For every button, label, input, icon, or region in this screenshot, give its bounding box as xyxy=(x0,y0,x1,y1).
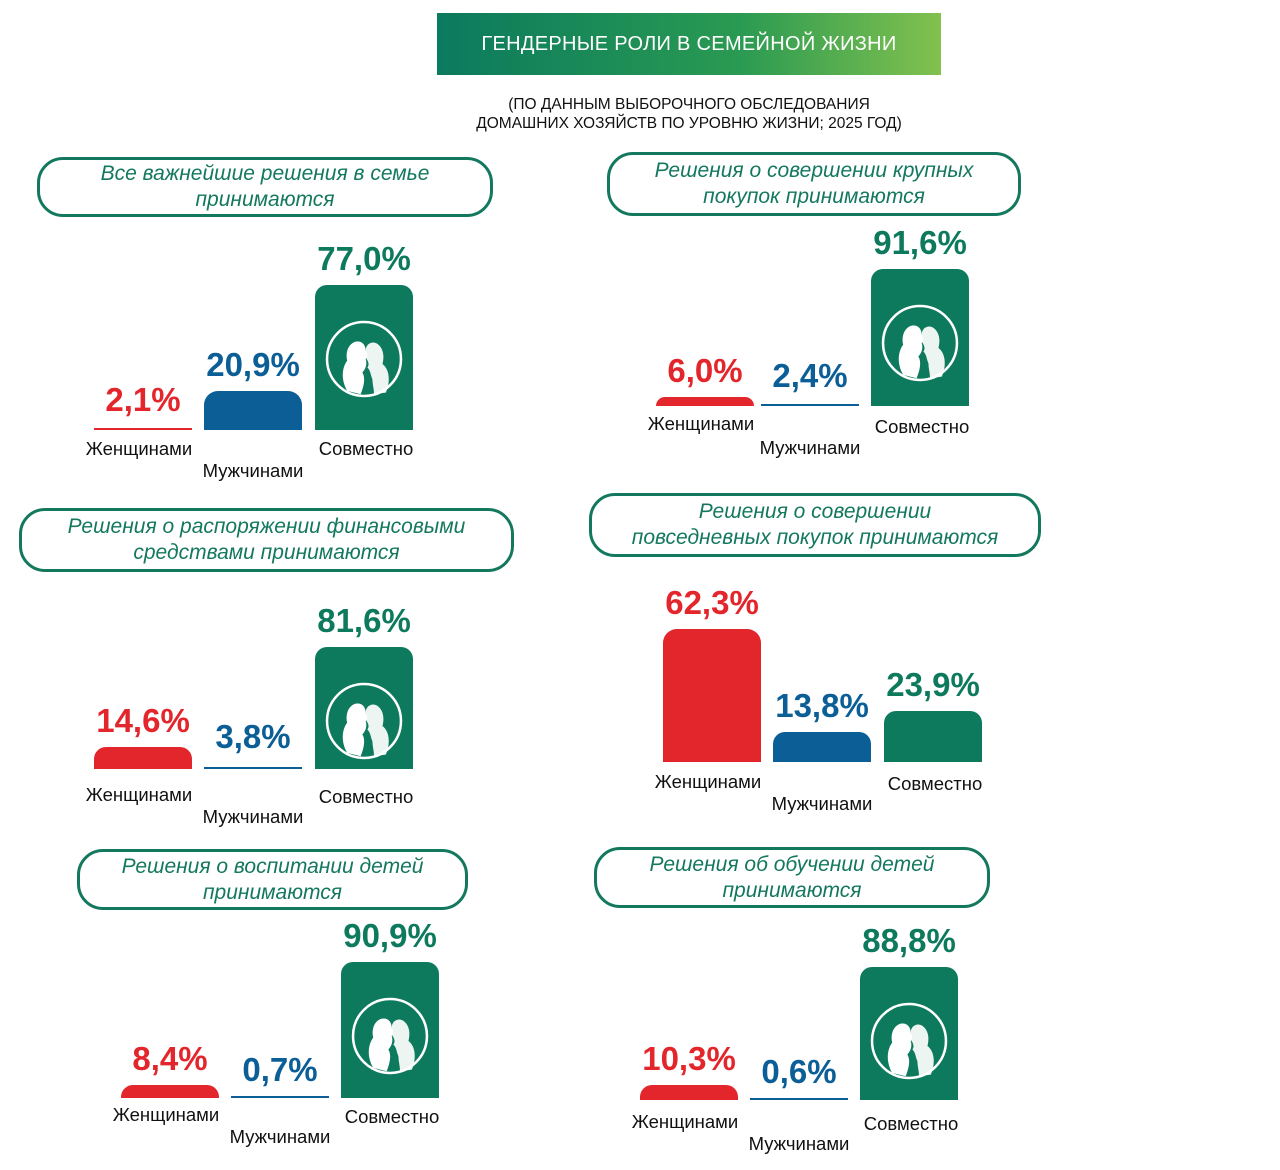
category-label-women: Женщинами xyxy=(112,1104,220,1125)
bar-men xyxy=(231,1096,329,1098)
value-label-joint: 90,9% xyxy=(343,916,437,954)
value-label-women: 62,3% xyxy=(665,583,759,621)
page-title: ГЕНДЕРНЫЕ РОЛИ В СЕМЕЙНОЙ ЖИЗНИ xyxy=(481,32,897,55)
chart-title-line-2: принимаются xyxy=(203,880,342,904)
bar-men xyxy=(761,404,859,406)
chart-title-line-2: средствами принимаются xyxy=(133,541,400,564)
chart-title-line-1: Решения о совершении xyxy=(698,500,932,523)
value-label-men: 20,9% xyxy=(206,345,300,383)
chart-title-pill: Решения о совершении повседневных покупок… xyxy=(589,493,1041,557)
bar-women xyxy=(656,397,754,406)
value-label-joint: 88,8% xyxy=(862,921,956,959)
value-label-women: 8,4% xyxy=(132,1040,208,1078)
value-label-women: 2,1% xyxy=(105,381,181,419)
category-label-men: Мужчинами xyxy=(229,1126,331,1147)
chart-title-line-2: покупок принимаются xyxy=(703,185,925,208)
chart-title-line-2: принимаются xyxy=(195,188,335,211)
chart-title-line-1: Решения о воспитании детей xyxy=(121,854,424,878)
value-label-men: 0,7% xyxy=(242,1051,318,1088)
bar-women xyxy=(121,1085,219,1098)
value-label-men: 0,6% xyxy=(761,1053,837,1090)
chart-title-pill: Решения об обучении детей принимаются xyxy=(594,847,990,908)
chart-title-line-1: Все важнейшие решения в семье xyxy=(100,162,430,185)
category-label-women: Женщинами xyxy=(654,771,762,792)
value-label-joint: 91,6% xyxy=(873,223,967,261)
bar-women xyxy=(640,1084,738,1100)
bar-joint xyxy=(884,710,982,762)
category-label-joint: Совместно xyxy=(874,416,970,437)
value-label-men: 3,8% xyxy=(215,718,291,756)
value-label-men: 13,8% xyxy=(775,687,869,725)
category-label-men: Мужчинами xyxy=(202,460,304,481)
category-label-joint: Совместно xyxy=(863,1113,959,1134)
couple-silhouette-icon xyxy=(348,994,432,1078)
category-label-women: Женщинами xyxy=(85,438,193,459)
chart-title-pill: Решения о совершении крупных покупок прин… xyxy=(607,152,1021,216)
value-label-men: 2,4% xyxy=(772,357,848,395)
bar-men xyxy=(773,732,871,762)
category-label-women: Женщинами xyxy=(631,1111,739,1132)
value-label-joint: 81,6% xyxy=(317,601,411,639)
couple-silhouette-icon xyxy=(322,679,406,763)
value-label-women: 14,6% xyxy=(96,702,190,740)
value-label-joint: 23,9% xyxy=(886,665,980,703)
chart-title-line-2: принимаются xyxy=(722,878,862,902)
category-label-women: Женщинами xyxy=(85,784,193,805)
category-label-men: Мужчинами xyxy=(771,793,873,814)
couple-silhouette-icon xyxy=(322,317,406,401)
value-label-joint: 77,0% xyxy=(317,240,411,278)
chart-title-line-1: Решения о совершении крупных xyxy=(654,159,974,182)
category-label-joint: Совместно xyxy=(887,773,983,794)
category-label-joint: Совместно xyxy=(344,1106,440,1127)
couple-silhouette-icon xyxy=(878,301,962,385)
subtitle-line-1: (ПО ДАННЫМ ВЫБОРОЧНОГО ОБСЛЕДОВАНИЯ xyxy=(508,96,870,113)
chart-title-pill: Все важнейшие решения в семье принимаются xyxy=(37,157,493,217)
bar-women xyxy=(663,628,761,762)
bar-women xyxy=(94,747,192,769)
category-label-men: Мужчинами xyxy=(759,437,861,458)
category-label-women: Женщинами xyxy=(647,413,755,434)
bar-men xyxy=(750,1098,848,1100)
value-label-women: 6,0% xyxy=(667,352,743,389)
category-label-men: Мужчинами xyxy=(202,806,304,827)
bar-women xyxy=(94,428,192,430)
chart-title-line-2: повседневных покупок принимаются xyxy=(631,526,999,549)
title-banner: ГЕНДЕРНЫЕ РОЛИ В СЕМЕЙНОЙ ЖИЗНИ xyxy=(437,13,941,75)
category-label-joint: Совместно xyxy=(318,438,414,459)
chart-title-pill: Решения о воспитании детей принимаются xyxy=(77,849,468,910)
bar-men xyxy=(204,767,302,769)
subtitle-line-2: ДОМАШНИХ ХОЗЯЙСТВ ПО УРОВНЮ ЖИЗНИ; 2025 … xyxy=(476,115,902,132)
bar-men xyxy=(204,390,302,430)
chart-title-line-1: Решения о распоряжении финансовыми xyxy=(67,515,466,538)
category-label-joint: Совместно xyxy=(318,786,414,807)
page-subtitle: (ПО ДАННЫМ ВЫБОРОЧНОГО ОБСЛЕДОВАНИЯ ДОМА… xyxy=(400,95,978,133)
chart-title-pill: Решения о распоряжении финансовыми средст… xyxy=(19,508,514,572)
couple-silhouette-icon xyxy=(867,999,951,1083)
value-label-women: 10,3% xyxy=(642,1039,736,1077)
category-label-men: Мужчинами xyxy=(748,1133,850,1154)
chart-title-line-1: Решения об обучении детей xyxy=(649,852,935,876)
